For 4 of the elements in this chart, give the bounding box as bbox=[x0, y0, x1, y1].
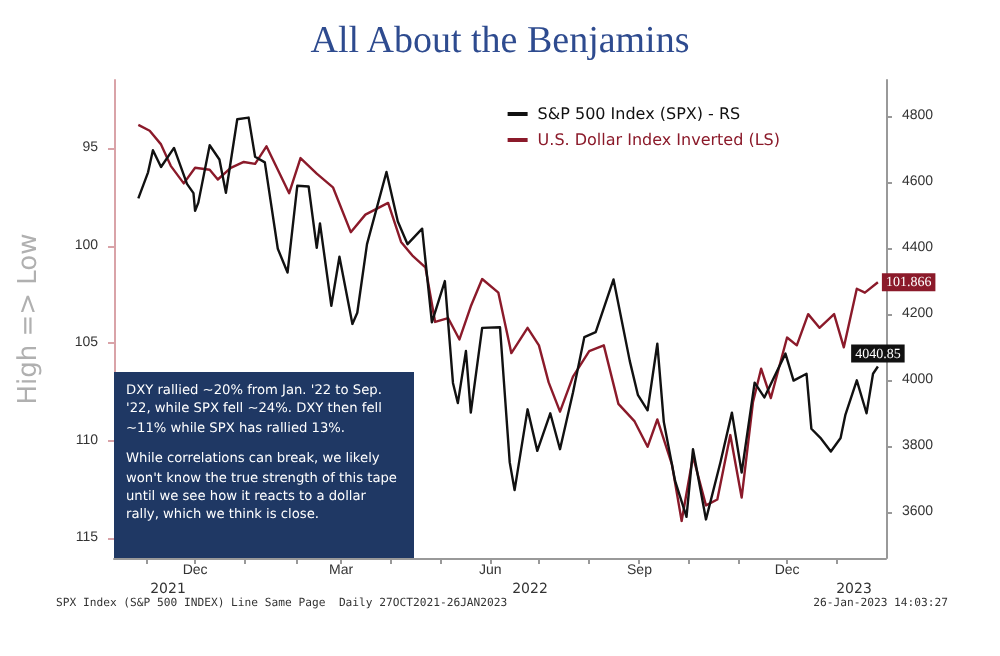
y-axis-title: High => Low bbox=[14, 232, 44, 405]
legend-label: S&P 500 Index (SPX) - RS bbox=[537, 105, 741, 123]
legend-label: U.S. Dollar Index Inverted (LS) bbox=[537, 131, 781, 149]
chart-title: All About the Benjamins bbox=[310, 20, 690, 62]
